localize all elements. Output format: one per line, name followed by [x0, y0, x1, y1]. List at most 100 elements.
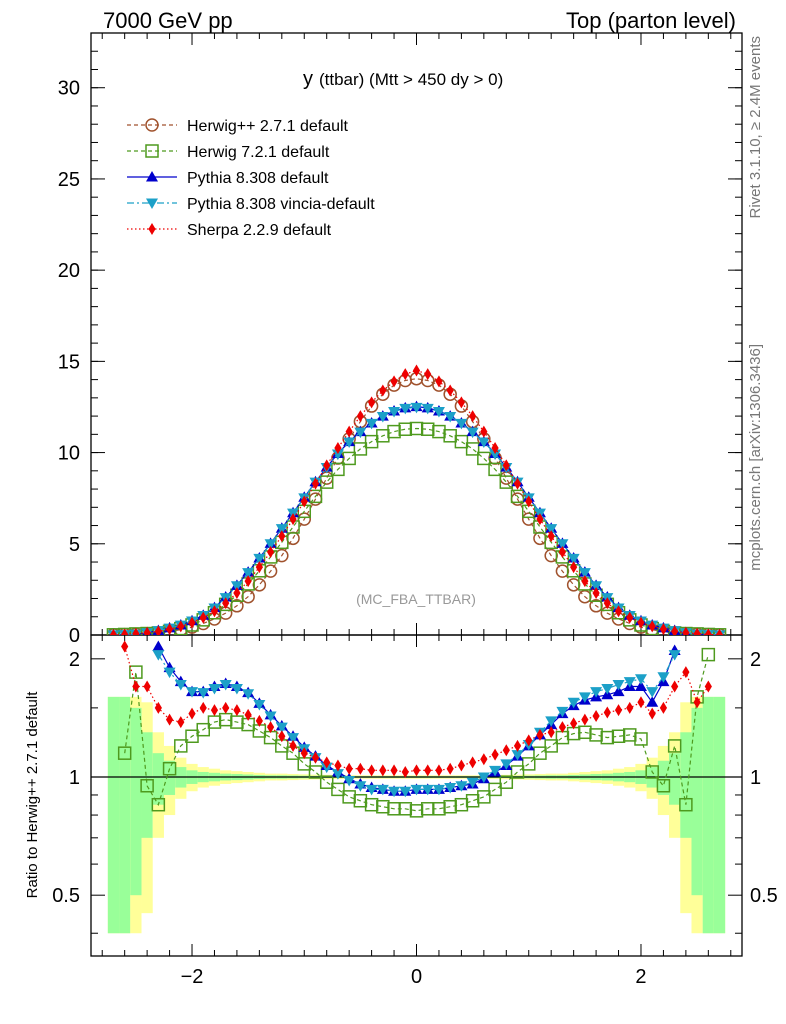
herwig7-ratio-series-point [308, 765, 323, 779]
sherpa-series-point [693, 627, 701, 635]
sherpa-ratio-series-point [368, 764, 376, 777]
sherpa-ratio-series-point [266, 721, 275, 734]
herwig7-ratio-series-point [667, 739, 682, 753]
sherpa-series-point [558, 545, 567, 558]
plot-title-suffix: (ttbar) (Mtt > 450 dy > 0) [319, 70, 503, 89]
vincia-ratio-series-point [197, 688, 210, 699]
herwig7-ratio-series-point [387, 802, 401, 816]
uncertainty-band-green [713, 696, 726, 934]
herwig7-series-point [387, 424, 401, 439]
herwig7-ratio-series-point [634, 732, 648, 746]
sherpa-series-point [390, 375, 398, 388]
sherpa-ratio-series-point [626, 701, 634, 714]
herwig7-series-point [398, 422, 413, 436]
uncertainty-band-green [691, 707, 703, 896]
sherpa-ratio-series-point [233, 704, 241, 717]
sherpa-ratio-series-point [311, 751, 320, 764]
sherpa-series-point [199, 611, 207, 624]
ratio-y-label: Ratio to Herwig++ 2.7.1 default [24, 691, 41, 899]
herwig7-ratio-series-point [499, 775, 514, 789]
sherpa-ratio-series-point [356, 762, 364, 775]
vincia-ratio-series-point [466, 777, 479, 789]
sherpa-ratio-series-point [525, 734, 533, 747]
herwig7-ratio-series-point [218, 712, 233, 727]
uncertainty-band-green [657, 760, 670, 795]
vincia-series-point [455, 418, 468, 430]
herwigpp-series-point [578, 589, 592, 604]
herwig7-ratio-series-point [578, 725, 592, 740]
legend-marker-vincia [146, 198, 158, 209]
sherpa-series-point [154, 625, 162, 635]
herwig7-ratio-series-point [679, 797, 693, 812]
vincia-ratio-series-point [500, 759, 513, 770]
sherpa-series-point [222, 597, 230, 610]
vincia-ratio-series-point [230, 684, 243, 695]
legend-marker-sherpa [148, 223, 156, 235]
sherpa-ratio-series-point [558, 721, 567, 734]
sherpa-ratio-series-point [659, 701, 668, 714]
sherpa-series-point [300, 495, 308, 508]
sherpa-series-point [469, 410, 477, 423]
legend-label-herwig7: Herwig 7.2.1 default [187, 144, 330, 161]
vincia-ratio-series-point [410, 784, 423, 796]
vincia-ratio-series-point [264, 711, 277, 723]
vincia-series-point [578, 568, 591, 579]
sherpa-series-point [659, 623, 668, 635]
herwig7-ratio-series-point [409, 804, 424, 818]
sherpa-ratio-series-point [547, 726, 555, 739]
vincia-ratio-series-point [556, 706, 569, 718]
rivet-label: Rivet 3.1.10, ≥ 2.4M events [747, 36, 764, 219]
sherpa-ratio-series-point [491, 748, 499, 761]
sherpa-series-point [379, 384, 387, 397]
sherpa-series-point [278, 530, 286, 543]
vincia-series-point [489, 449, 502, 461]
legend: Herwig++ 2.7.1 default Herwig 7.2.1 defau… [127, 118, 375, 239]
herwigpp-series-point [544, 548, 558, 563]
vincia-ratio-series-point [578, 692, 591, 703]
vincia-ratio-series-point [545, 716, 558, 727]
legend-marker-herwigpp [145, 118, 159, 132]
herwig7-series-point [342, 451, 356, 466]
vincia-series-point [432, 407, 445, 418]
uncertainty-band-green [163, 760, 176, 795]
x-tick-label: 2 [635, 966, 646, 988]
vincia-ratio-series-point [208, 684, 221, 695]
herwigpp-series-point [275, 548, 289, 563]
herwigpp-series-point [319, 471, 334, 485]
vincia-series-point [264, 539, 277, 550]
sherpa-series-point [581, 575, 589, 588]
vincia-ratio-series-point [331, 769, 344, 780]
watermark: (MC_FBA_TTBAR) [356, 591, 476, 607]
sherpa-series-point [323, 459, 331, 472]
sherpa-ratio-series-point [390, 764, 398, 777]
sherpa-series-point [424, 368, 432, 381]
herwig7-ratio-series-point [117, 746, 132, 760]
sherpa-series-point [311, 477, 320, 490]
vincia-series-point [388, 407, 401, 418]
sherpa-ratio-series-point [469, 756, 477, 769]
sherpa-ratio-series-point [323, 756, 331, 769]
plot-title-var: y [303, 68, 313, 90]
sherpa-series-point [446, 384, 454, 397]
vincia-ratio-series-point [477, 772, 490, 784]
sherpa-ratio-series-point [222, 701, 230, 714]
legend-marker-pythia [146, 171, 158, 182]
vincia-series-point [590, 581, 603, 592]
herwig7-ratio-series-point [319, 775, 334, 789]
sherpa-ratio-series-point [704, 680, 712, 693]
vincia-ratio-series-point [444, 783, 457, 794]
vincia-ratio-series-point [612, 680, 625, 691]
legend-label-pythia: Pythia 8.308 default [187, 170, 329, 187]
vincia-ratio-series-point [343, 775, 356, 787]
herwigpp-series-point [555, 564, 570, 578]
herwig7-series-point [499, 475, 514, 489]
sherpa-ratio-series-point [210, 704, 219, 717]
herwig7-series-point [409, 421, 424, 436]
herwig7-series-point [477, 451, 491, 466]
herwig7-series-point [488, 462, 502, 477]
herwigpp-series-point [252, 578, 267, 592]
vincia-ratio-series-point [489, 765, 502, 777]
sherpa-ratio-series-point [345, 762, 353, 775]
vincia-ratio-series-point [511, 750, 524, 761]
